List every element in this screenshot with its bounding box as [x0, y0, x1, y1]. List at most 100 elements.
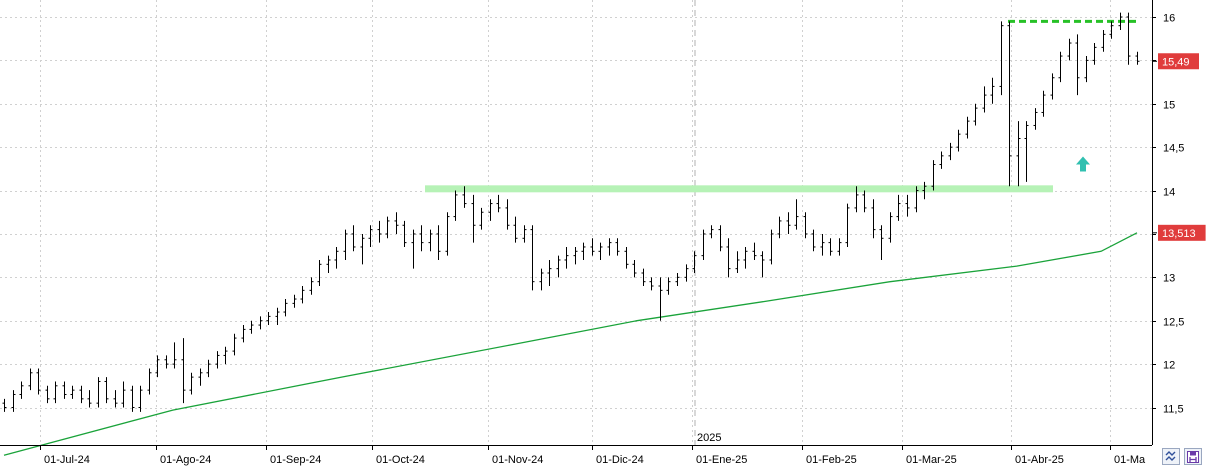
ohlc-bar — [130, 385, 135, 412]
ohlc-bar — [394, 212, 399, 234]
ohlc-bar — [854, 186, 859, 213]
ohlc-bar — [2, 398, 7, 412]
y-tick-label: 13 — [1163, 273, 1175, 285]
ohlc-bar — [309, 277, 314, 295]
scale-toggle-button[interactable] — [1162, 448, 1180, 465]
ohlc-bar — [87, 390, 92, 408]
ohlc-bar — [735, 251, 740, 273]
ohlc-bar — [181, 338, 186, 404]
x-tick-label: 01-Nov-24 — [492, 454, 543, 466]
ohlc-bar — [368, 225, 373, 247]
ohlc-bar — [445, 212, 450, 256]
ohlc-bar — [62, 381, 67, 399]
y-tick-label: 15 — [1163, 100, 1175, 112]
ohlc-bar — [275, 307, 280, 326]
ohlc-bar — [36, 368, 41, 395]
ohlc-bar — [471, 194, 476, 243]
ohlc-bar — [334, 246, 339, 269]
ohlc-bar — [1058, 51, 1063, 83]
ohlc-bar — [1007, 21, 1012, 187]
ohlc-bar — [530, 225, 535, 291]
ohlc-bar — [965, 116, 970, 139]
x-tick-label: 01-Oct-24 — [376, 454, 425, 466]
ohlc-bar — [462, 186, 467, 208]
ohlc-bar — [615, 238, 620, 256]
ohlc-bar — [598, 242, 603, 260]
ohlc-bar — [155, 355, 160, 378]
price-tags: 15,49 13,513 — [1152, 53, 1206, 241]
ohlc-bar — [590, 238, 595, 256]
ohlc-bar — [232, 333, 237, 356]
ohlc-bars — [2, 12, 1140, 412]
ohlc-bar — [666, 277, 671, 295]
ohlc-bar — [871, 199, 876, 239]
ohlc-bar — [198, 368, 203, 386]
ohlc-bar — [377, 220, 382, 243]
ohlc-bar — [777, 216, 782, 239]
ohlc-bar — [641, 268, 646, 287]
y-tick-label: 12,5 — [1163, 317, 1184, 329]
ohlc-bar — [726, 238, 731, 278]
ohlc-bar — [1126, 12, 1131, 65]
plot-area — [0, 0, 1152, 445]
ohlc-bar — [999, 21, 1004, 96]
save-button[interactable] — [1184, 448, 1202, 465]
ohlc-bar — [258, 316, 263, 330]
ohlc-bar — [317, 259, 322, 287]
annotations — [425, 19, 1137, 193]
ohlc-bar — [402, 220, 407, 247]
ohlc-bar — [96, 377, 101, 408]
ohlc-bar — [845, 203, 850, 247]
y-tick-label: 12 — [1163, 360, 1175, 372]
ohlc-bar — [990, 77, 995, 104]
ohlc-bar — [573, 246, 578, 265]
ohlc-bar — [709, 225, 714, 239]
ohlc-bar — [1041, 90, 1046, 117]
ohlc-bar — [564, 246, 569, 269]
ohlc-bar — [649, 277, 654, 291]
ohlc-bar — [266, 312, 271, 326]
ohlc-bar — [172, 342, 177, 369]
x-axis: 01-Jul-24 01-Ago-24 01-Sep-24 01-Oct-24 01-N… — [40, 445, 1146, 466]
ohlc-bar — [11, 390, 16, 412]
ohlc-bar — [701, 229, 706, 260]
ohlc-bar — [828, 238, 833, 256]
moving-average-line — [3, 232, 1138, 456]
ohlc-bar — [1101, 30, 1106, 52]
up-arrow-icon — [1076, 156, 1090, 172]
ohlc-bar — [794, 199, 799, 230]
ohlc-bar — [326, 255, 331, 273]
ohlc-bar — [905, 194, 910, 217]
y-tick-label: 14 — [1163, 187, 1175, 199]
ohlc-bar — [1084, 56, 1089, 83]
ohlc-bar — [692, 251, 697, 273]
ohlc-bar — [939, 151, 944, 169]
ohlc-bar — [513, 216, 518, 243]
ohlc-bar — [1016, 121, 1021, 187]
ohlc-bar — [786, 212, 791, 234]
ohlc-bar — [343, 229, 348, 260]
ohlc-bar — [1075, 34, 1080, 96]
y-tick-label: 16 — [1163, 13, 1175, 25]
ohlc-bar — [45, 385, 50, 404]
ohlc-bar — [249, 320, 254, 334]
x-tick-label: 01-Dic-24 — [596, 454, 644, 466]
ohlc-bar — [948, 142, 953, 161]
ohlc-bar — [121, 381, 126, 408]
ohlc-bar — [632, 259, 637, 278]
last-price-tag: 15,49 — [1152, 53, 1199, 70]
x-tick-label: 01-Feb-25 — [806, 454, 857, 466]
ohlc-bar — [453, 190, 458, 221]
moving-average — [3, 232, 1138, 456]
ohlc-bar — [283, 299, 288, 317]
ohlc-bar — [351, 225, 356, 252]
ohlc-bar — [436, 225, 441, 260]
ohlc-bar — [479, 207, 484, 230]
moving-average-tag: 13,513 — [1152, 224, 1206, 241]
year-label: 2025 — [697, 432, 721, 444]
ohlc-bar — [684, 264, 689, 282]
scale-toggle-icon — [1165, 451, 1176, 461]
ohlc-bar — [70, 385, 75, 399]
